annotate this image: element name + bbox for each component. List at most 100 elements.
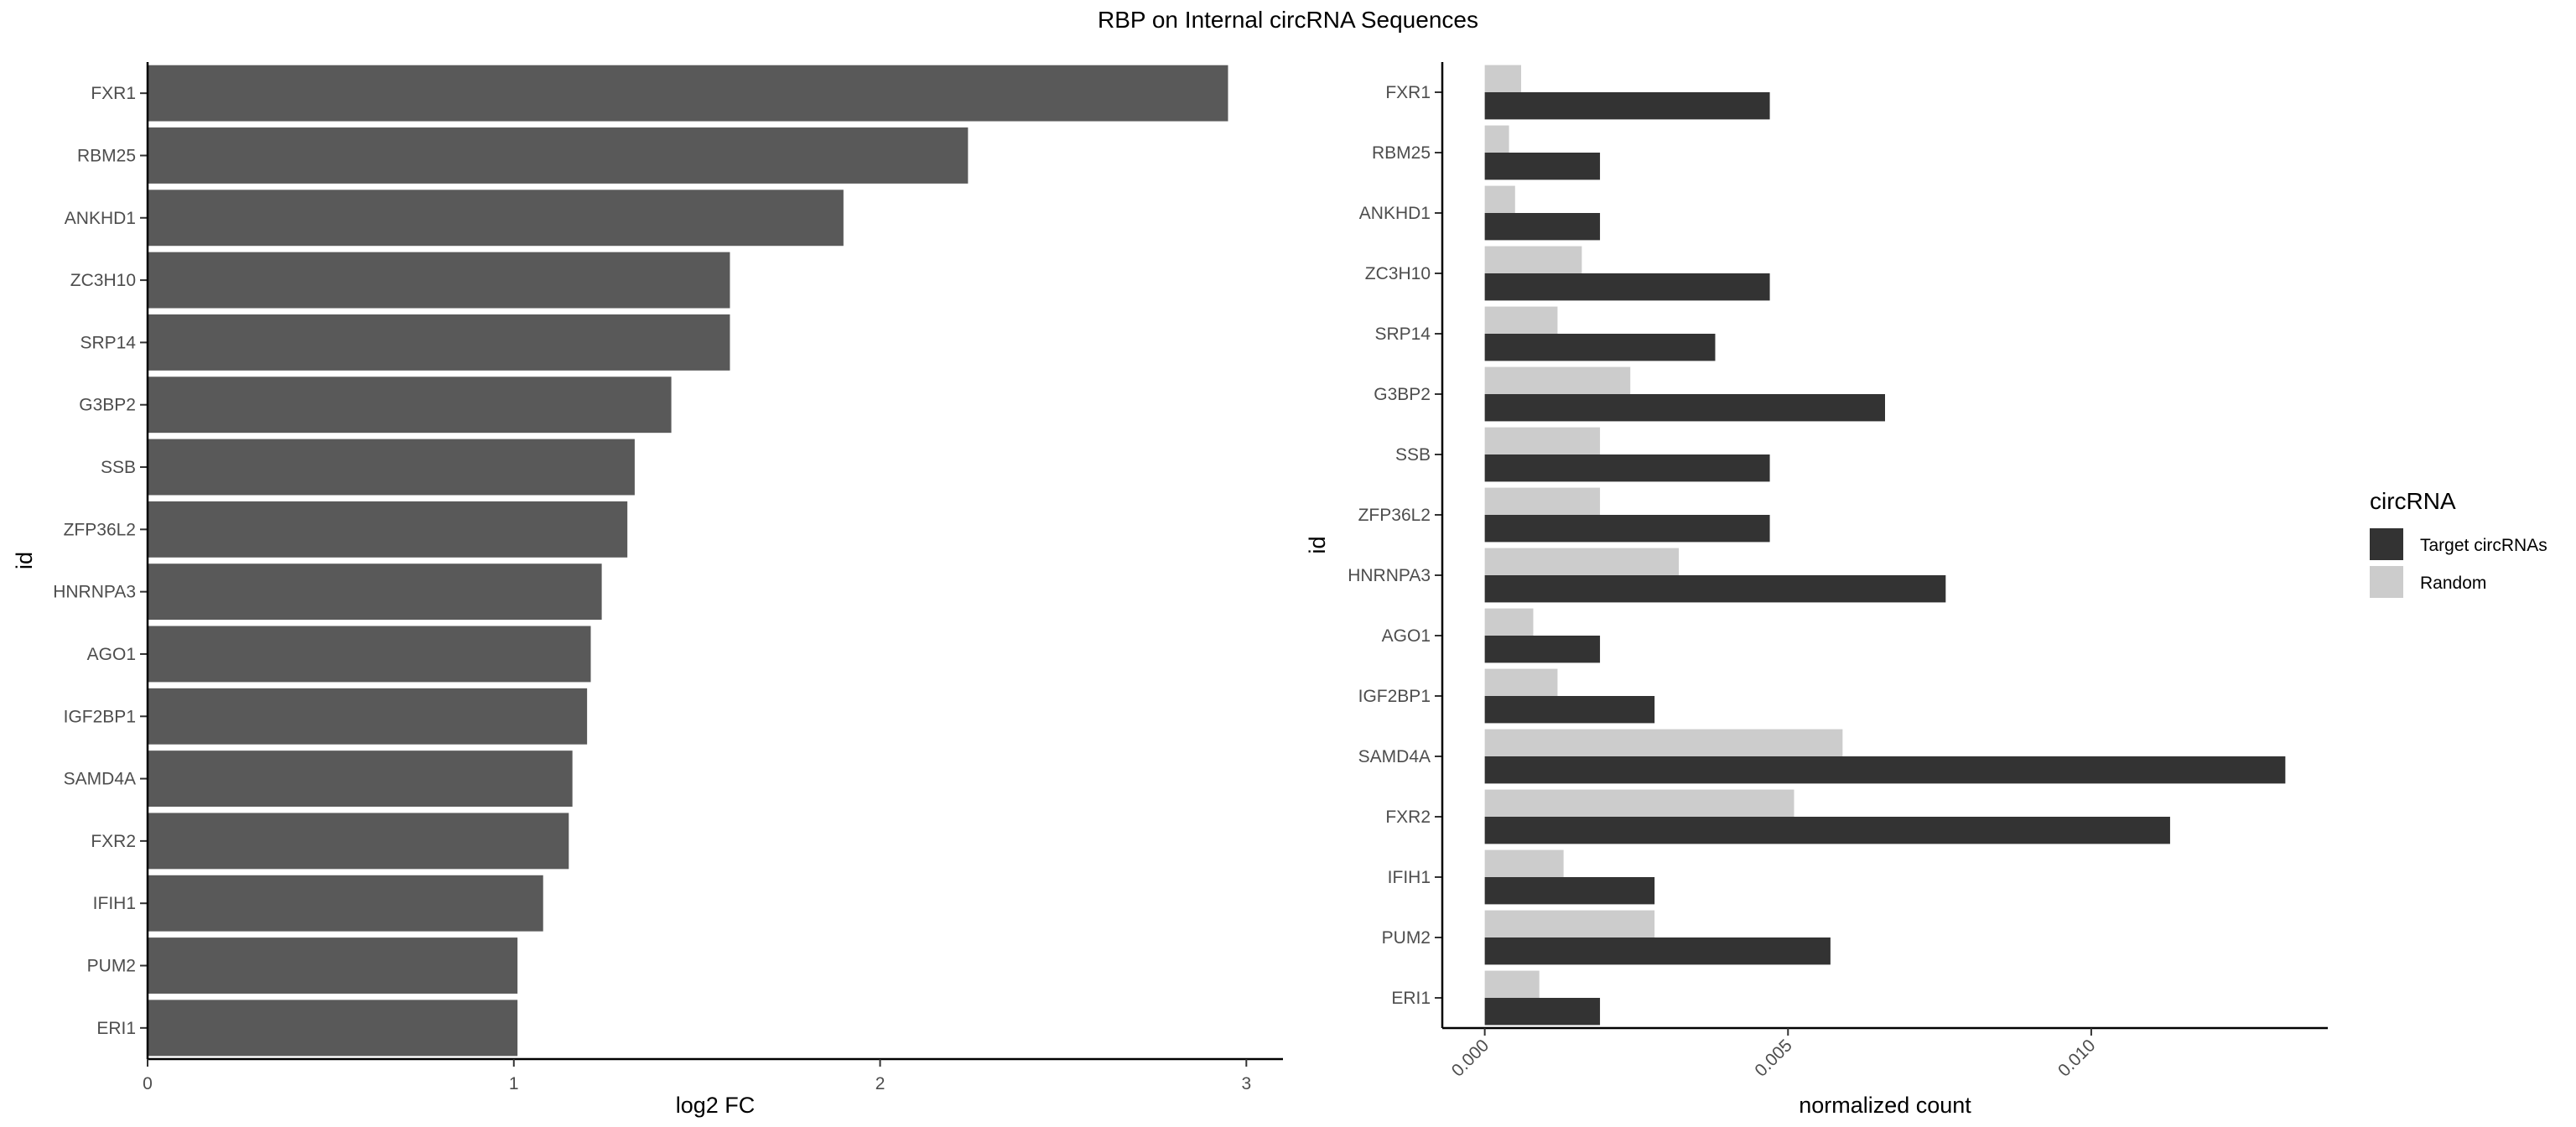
bar-target-ifih1 bbox=[1484, 877, 1655, 905]
bar-target-srp14 bbox=[1484, 334, 1716, 361]
bar-target-igf2bp1 bbox=[1484, 696, 1655, 724]
y-tick-label-fxr2: FXR2 bbox=[1385, 808, 1431, 827]
bar-target-eri1 bbox=[1484, 998, 1601, 1026]
x-axis-title: log2 FC bbox=[676, 1093, 756, 1118]
y-tick-label-zc3h10: ZC3H10 bbox=[70, 271, 136, 290]
y-tick-label-ago1: AGO1 bbox=[1382, 626, 1431, 646]
y-tick-label-eri1: ERI1 bbox=[96, 1019, 136, 1038]
x-tick-label-0-005: 0.005 bbox=[1751, 1036, 1795, 1080]
y-tick-label-srp14: SRP14 bbox=[1374, 325, 1431, 344]
bar-random-g3bp2 bbox=[1484, 366, 1631, 394]
bar-random-srp14 bbox=[1484, 306, 1558, 334]
y-tick-label-ssb: SSB bbox=[1395, 445, 1431, 465]
bar-random-zc3h10 bbox=[1484, 246, 1582, 273]
bar-random-eri1 bbox=[1484, 970, 1540, 998]
bar-pum2 bbox=[148, 937, 518, 994]
bar-random-ago1 bbox=[1484, 608, 1534, 636]
bar-igf2bp1 bbox=[148, 688, 588, 745]
y-tick-label-hnrnpa3: HNRNPA3 bbox=[53, 583, 136, 602]
y-tick-label-zfp36l2: ZFP36L2 bbox=[64, 520, 136, 539]
y-tick-label-ifih1: IFIH1 bbox=[1388, 868, 1431, 887]
bar-random-rbm25 bbox=[1484, 125, 1509, 153]
y-tick-label-ankhd1: ANKHD1 bbox=[65, 209, 136, 228]
y-tick-label-eri1: ERI1 bbox=[1391, 989, 1431, 1008]
y-tick-label-ssb: SSB bbox=[101, 458, 136, 477]
bar-target-rbm25 bbox=[1484, 153, 1601, 180]
y-tick-label-pum2: PUM2 bbox=[87, 957, 136, 976]
x-tick-label-2: 2 bbox=[875, 1074, 886, 1093]
bar-random-ifih1 bbox=[1484, 849, 1564, 877]
x-tick-label-3: 3 bbox=[1241, 1074, 1251, 1093]
y-tick-label-ago1: AGO1 bbox=[87, 645, 136, 664]
y-tick-label-ankhd1: ANKHD1 bbox=[1359, 204, 1431, 223]
y-tick-label-zfp36l2: ZFP36L2 bbox=[1358, 506, 1431, 525]
y-axis-title: id bbox=[1305, 536, 1330, 553]
chart-title: RBP on Internal circRNA Sequences bbox=[1098, 7, 1478, 33]
y-tick-label-fxr1: FXR1 bbox=[1385, 83, 1431, 102]
bar-hnrnpa3 bbox=[148, 564, 602, 621]
legend-key-target-circrnas bbox=[2370, 528, 2403, 560]
bar-target-zfp36l2 bbox=[1484, 515, 1770, 543]
normalized-count-panel: FXR1 RBM25 ANKHD1 ZC3H10 SRP14 G3BP2 SSB ZFP36L… bbox=[1305, 62, 2328, 1118]
y-tick-label-hnrnpa3: HNRNPA3 bbox=[1348, 566, 1431, 585]
x-axis-title: normalized count bbox=[1799, 1093, 1971, 1118]
bar-fxr1 bbox=[148, 65, 1228, 122]
bar-rbm25 bbox=[148, 127, 969, 184]
bar-samd4a bbox=[148, 750, 573, 808]
y-tick-label-g3bp2: G3BP2 bbox=[79, 396, 136, 415]
bar-random-igf2bp1 bbox=[1484, 668, 1558, 696]
bar-random-ssb bbox=[1484, 427, 1601, 454]
y-tick-label-igf2bp1: IGF2BP1 bbox=[1358, 687, 1431, 706]
y-tick-label-rbm25: RBM25 bbox=[1372, 143, 1431, 163]
y-tick-label-fxr1: FXR1 bbox=[91, 84, 136, 103]
bar-random-fxr1 bbox=[1484, 65, 1522, 92]
bar-ssb bbox=[148, 439, 635, 496]
y-tick-label-rbm25: RBM25 bbox=[77, 146, 136, 165]
y-tick-label-fxr2: FXR2 bbox=[91, 832, 136, 851]
y-tick-label-samd4a: SAMD4A bbox=[64, 770, 136, 789]
bar-random-ankhd1 bbox=[1484, 185, 1515, 213]
x-tick-label-0: 0 bbox=[143, 1074, 153, 1093]
bar-target-hnrnpa3 bbox=[1484, 575, 1946, 603]
y-tick-label-ifih1: IFIH1 bbox=[93, 894, 136, 913]
x-tick-label-0-010: 0.010 bbox=[2054, 1036, 2099, 1080]
log2fc-panel: FXR1 RBM25 ANKHD1 ZC3H10 SRP14 G3BP2 SSB ZFP36L… bbox=[12, 62, 1283, 1118]
bar-target-fxr2 bbox=[1484, 817, 2170, 844]
bar-target-ago1 bbox=[1484, 636, 1601, 663]
y-tick-label-zc3h10: ZC3H10 bbox=[1365, 264, 1431, 283]
bar-ankhd1 bbox=[148, 190, 844, 247]
bar-target-fxr1 bbox=[1484, 92, 1770, 120]
bar-target-ankhd1 bbox=[1484, 213, 1601, 241]
bar-zfp36l2 bbox=[148, 501, 628, 558]
bar-target-pum2 bbox=[1484, 937, 1831, 965]
legend-title: circRNA bbox=[2370, 488, 2456, 514]
legend-label-target-circrnas: Target circRNAs bbox=[2420, 536, 2547, 555]
bar-random-fxr2 bbox=[1484, 789, 1794, 817]
y-tick-label-pum2: PUM2 bbox=[1382, 928, 1431, 948]
bar-zc3h10 bbox=[148, 252, 730, 309]
bar-target-samd4a bbox=[1484, 756, 2286, 784]
y-tick-label-samd4a: SAMD4A bbox=[1358, 747, 1431, 766]
bar-ago1 bbox=[148, 626, 591, 683]
x-tick-label-1: 1 bbox=[509, 1074, 519, 1093]
legend-key-random bbox=[2370, 566, 2403, 598]
bar-random-hnrnpa3 bbox=[1484, 548, 1680, 575]
y-tick-label-igf2bp1: IGF2BP1 bbox=[64, 707, 136, 726]
legend-label-random: Random bbox=[2420, 574, 2486, 593]
bar-eri1 bbox=[148, 1000, 518, 1057]
bar-random-pum2 bbox=[1484, 910, 1655, 937]
bar-target-zc3h10 bbox=[1484, 273, 1770, 301]
y-tick-label-srp14: SRP14 bbox=[80, 333, 136, 352]
bar-random-samd4a bbox=[1484, 729, 1843, 756]
bar-target-ssb bbox=[1484, 454, 1770, 482]
bar-fxr2 bbox=[148, 813, 569, 870]
bar-ifih1 bbox=[148, 875, 543, 932]
bar-g3bp2 bbox=[148, 377, 672, 434]
bar-srp14 bbox=[148, 314, 730, 371]
legend: circRNA Target circRNAs Random bbox=[2370, 488, 2547, 598]
bar-target-g3bp2 bbox=[1484, 394, 1885, 422]
y-axis-title: id bbox=[12, 552, 37, 569]
bar-random-zfp36l2 bbox=[1484, 487, 1601, 515]
x-tick-label-0-000: 0.000 bbox=[1448, 1036, 1493, 1080]
